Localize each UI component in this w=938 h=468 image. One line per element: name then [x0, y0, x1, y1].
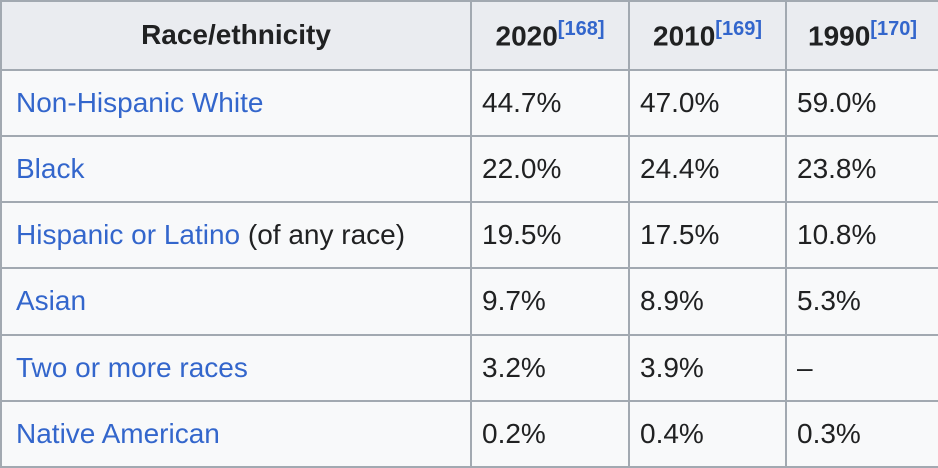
value-cell-2020: 9.7% — [470, 267, 630, 336]
race-cell: Native American — [0, 399, 472, 468]
value-cell-1990: – — [785, 333, 938, 402]
value-cell-2020: 44.7% — [470, 68, 630, 137]
race-cell: Hispanic or Latino (of any race) — [0, 201, 472, 270]
race-link-two-or-more-races[interactable]: Two or more races — [16, 351, 248, 383]
value-cell-1990: 0.3% — [785, 399, 938, 468]
race-link-black[interactable]: Black — [16, 153, 85, 185]
value-cell-2010: 47.0% — [628, 68, 787, 137]
value-cell-2020: 3.2% — [470, 333, 630, 402]
value-cell-2010: 3.9% — [628, 333, 787, 402]
year-label-2020: 2020 — [495, 20, 558, 52]
race-cell: Non-Hispanic White — [0, 68, 472, 137]
race-cell: Two or more races — [0, 333, 472, 402]
table-row-hispanic-or-latino: Hispanic or Latino (of any race) 19.5% 1… — [0, 201, 938, 270]
year-label-1990: 1990 — [808, 20, 871, 52]
race-cell: Black — [0, 134, 472, 204]
table-row-native-american: Native American 0.2% 0.4% 0.3% — [0, 399, 938, 468]
value-cell-1990: 23.8% — [785, 134, 938, 204]
table-row-black: Black 22.0% 24.4% 23.8% — [0, 134, 938, 204]
table-row-non-hispanic-white: Non-Hispanic White 44.7% 47.0% 59.0% — [0, 68, 938, 137]
race-link-hispanic-or-latino[interactable]: Hispanic or Latino — [16, 219, 241, 251]
race-link-non-hispanic-white[interactable]: Non-Hispanic White — [16, 86, 264, 118]
race-link-asian[interactable]: Asian — [16, 285, 87, 317]
column-header-2010: 2010[169] — [628, 0, 787, 71]
value-cell-2010: 0.4% — [628, 399, 787, 468]
value-cell-1990: 59.0% — [785, 68, 938, 137]
race-suffix: (of any race) — [240, 219, 406, 251]
race-cell: Asian — [0, 267, 472, 336]
column-header-race-ethnicity: Race/ethnicity — [0, 0, 472, 71]
value-cell-2010: 24.4% — [628, 134, 787, 204]
column-header-1990: 1990[170] — [785, 0, 938, 71]
reference-link-169[interactable]: [169] — [715, 17, 762, 40]
year-label-2010: 2010 — [653, 20, 716, 52]
value-cell-2020: 0.2% — [470, 399, 630, 468]
table-row-asian: Asian 9.7% 8.9% 5.3% — [0, 267, 938, 336]
column-header-2020: 2020[168] — [470, 0, 630, 71]
reference-link-170[interactable]: [170] — [870, 17, 917, 40]
value-cell-2020: 19.5% — [470, 201, 630, 270]
value-cell-2010: 8.9% — [628, 267, 787, 336]
value-cell-1990: 10.8% — [785, 201, 938, 270]
header-row: Race/ethnicity 2020[168] 2010[169] 1990[… — [0, 0, 938, 71]
race-link-native-american[interactable]: Native American — [16, 417, 220, 449]
value-cell-2020: 22.0% — [470, 134, 630, 204]
table-row-two-or-more-races: Two or more races 3.2% 3.9% – — [0, 333, 938, 402]
reference-link-168[interactable]: [168] — [557, 17, 605, 40]
value-cell-2010: 17.5% — [628, 201, 787, 270]
value-cell-1990: 5.3% — [785, 267, 938, 336]
